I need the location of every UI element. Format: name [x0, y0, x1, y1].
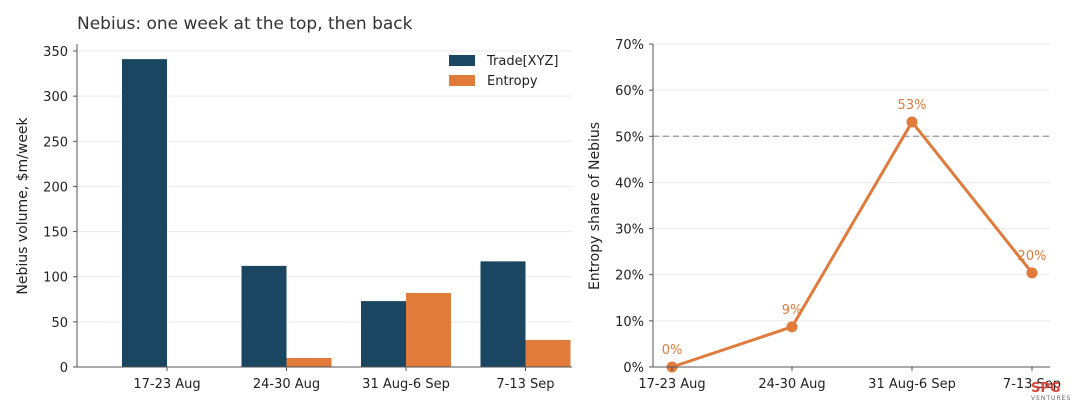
right-x-tick-label: 7-13 Sep: [1003, 377, 1061, 392]
legend-swatch-entropy: [449, 75, 475, 86]
legend-label-trade: Trade[XYZ]: [486, 54, 559, 69]
left-y-tick-label: 150: [43, 226, 68, 241]
share-data-label: 20%: [1018, 249, 1047, 264]
share-line-chart: 0% 9% 53% 20% 0% 10% 20% 30% 40% 50% 60% 70% 17-23…: [587, 38, 1061, 392]
volume-bar-chart: Nebius: one week at the top, then back 0…: [15, 14, 572, 392]
right-x-tick-label: 31 Aug-6 Sep: [868, 377, 956, 392]
entropy-share-series-line: [671, 120, 1034, 369]
right-x-tick-labels: 17-23 Aug 24-30 Aug 31 Aug-6 Sep 7-13 Sep: [638, 367, 1061, 392]
share-data-labels: 0% 9% 53% 20%: [662, 98, 1047, 358]
bar-entropy: [406, 292, 451, 367]
left-y-tick-label: 50: [51, 316, 68, 331]
right-y-tick-label: 0%: [623, 361, 644, 376]
share-point: [1026, 267, 1038, 279]
right-x-tick-label: 17-23 Aug: [638, 377, 705, 392]
logo-text: SPG: [1031, 381, 1061, 396]
right-y-tick-label: 10%: [615, 315, 644, 330]
share-point: [906, 116, 918, 128]
bar-entropy: [286, 357, 332, 367]
right-y-tick-label: 20%: [615, 269, 644, 284]
left-y-tick-label: 100: [43, 271, 68, 286]
left-chart-title: Nebius: one week at the top, then back: [77, 14, 413, 34]
legend-label-entropy: Entropy: [487, 74, 538, 89]
share-point: [786, 321, 798, 333]
left-x-tick-label: 17-23 Aug: [133, 377, 200, 392]
left-y-tick-labels: 0 50 100 150 200 250 300 350: [43, 45, 68, 376]
left-y-axis-label: Nebius volume, $m/week: [15, 116, 31, 294]
right-y-tick-label: 40%: [615, 176, 644, 191]
left-y-tick-label: 300: [43, 90, 68, 105]
share-data-label: 53%: [898, 98, 927, 113]
bar-entropy: [525, 339, 571, 367]
right-y-tick-label: 70%: [615, 38, 644, 53]
left-x-tick-labels: 17-23 Aug 24-30 Aug 31 Aug-6 Sep 7-13 Sep: [133, 367, 555, 392]
legend-swatch-trade: [449, 55, 475, 66]
right-y-axis-label: Entropy share of Nebius: [587, 122, 603, 290]
bar-trade: [122, 59, 167, 368]
right-x-tick-label: 24-30 Aug: [758, 377, 825, 392]
brand-logo: SPG VENTURES: [1031, 381, 1071, 402]
left-bars: [122, 59, 571, 368]
logo-subtext: VENTURES: [1031, 395, 1071, 402]
left-y-tick-label: 350: [43, 45, 68, 60]
left-y-tick-label: 250: [43, 135, 68, 150]
right-y-tick-label: 60%: [615, 84, 644, 99]
right-y-tick-labels: 0% 10% 20% 30% 40% 50% 60% 70%: [615, 38, 644, 376]
right-y-tick-label: 50%: [615, 130, 644, 145]
left-y-tick-label: 0: [60, 361, 68, 376]
bar-trade: [480, 261, 526, 367]
bar-trade: [241, 265, 287, 367]
left-y-tick-label: 200: [43, 180, 68, 195]
right-gridlines: [649, 43, 1050, 368]
share-data-label: 9%: [782, 303, 803, 318]
right-y-tick-label: 30%: [615, 223, 644, 238]
bar-trade: [361, 301, 406, 367]
share-data-label: 0%: [662, 343, 683, 358]
left-x-tick-label: 31 Aug-6 Sep: [362, 377, 450, 392]
legend: Trade[XYZ] Entropy: [449, 54, 559, 89]
left-x-tick-label: 7-13 Sep: [496, 377, 554, 392]
share-points: [666, 116, 1038, 373]
left-x-tick-label: 24-30 Aug: [253, 377, 320, 392]
